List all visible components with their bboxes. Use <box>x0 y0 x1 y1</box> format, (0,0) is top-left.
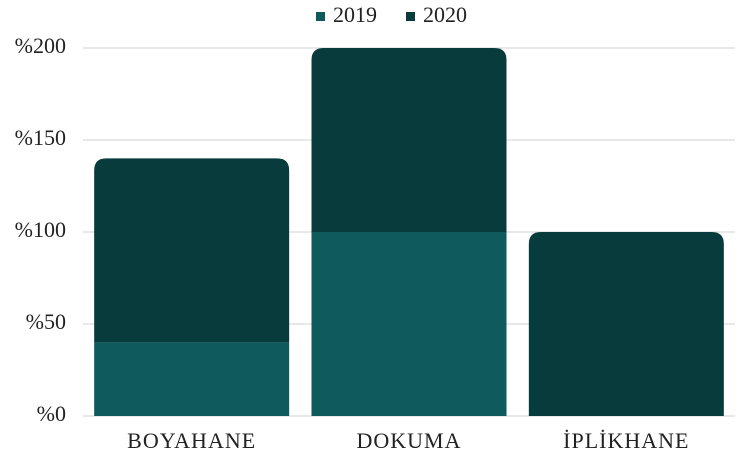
legend-marker <box>406 12 415 21</box>
y-tick-label: %100 <box>15 217 66 242</box>
y-tick-label: %150 <box>15 125 66 150</box>
bar-segment <box>94 158 290 343</box>
bar-segment <box>311 232 507 416</box>
x-tick-label: BOYAHANE <box>127 428 256 453</box>
legend-label: 2019 <box>333 2 377 27</box>
legend-label: 2020 <box>423 2 467 27</box>
y-tick-label: %50 <box>26 309 66 334</box>
bar-segment <box>94 342 290 416</box>
y-tick-label: %0 <box>37 401 66 426</box>
x-tick-label: DOKUMA <box>357 428 462 453</box>
bar-segment <box>528 232 724 416</box>
legend-marker <box>316 12 325 21</box>
bar-segment <box>311 48 507 232</box>
y-tick-label: %200 <box>15 33 66 58</box>
x-tick-label: İPLİKHANE <box>563 428 689 453</box>
